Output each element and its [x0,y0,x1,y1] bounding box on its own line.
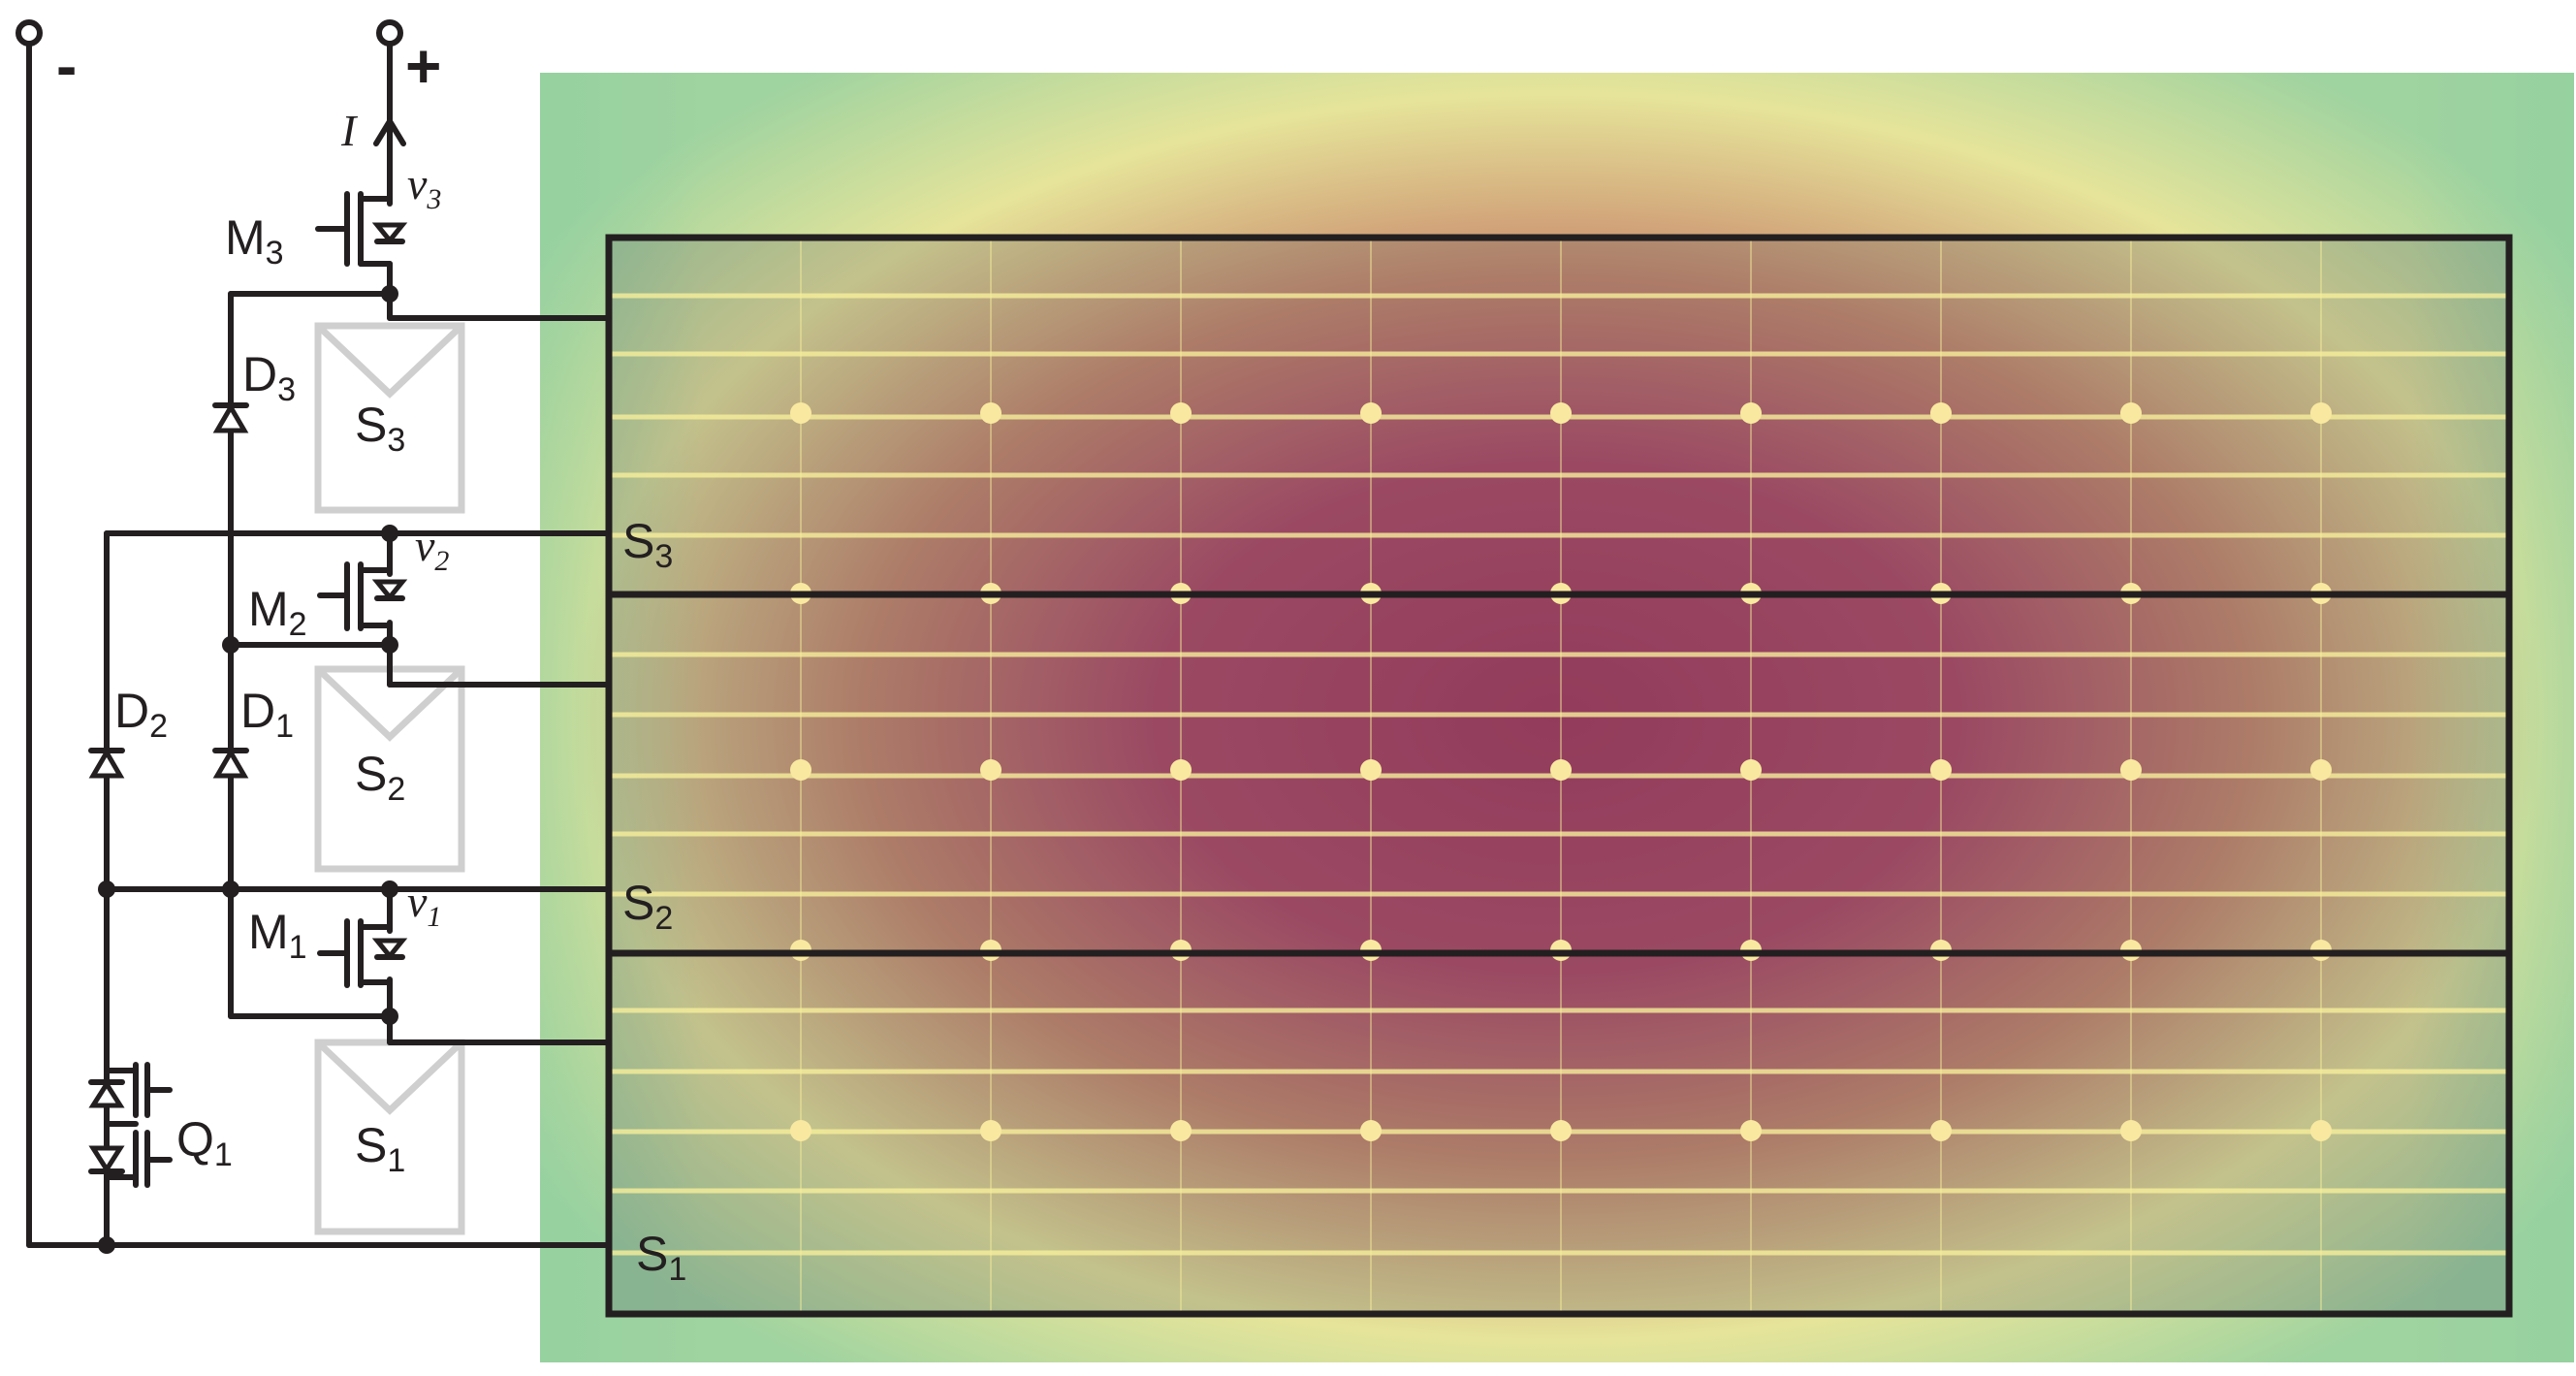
solder-point [1930,1120,1952,1141]
minus-label: - [56,31,77,101]
mosfet-m2 [317,561,408,631]
wiring [26,38,612,1248]
solder-point [790,1120,811,1141]
mosfet-m1-label: M1 [248,905,307,966]
node-v2-label: v2 [415,521,449,577]
thermal-panel [540,73,2574,1362]
solder-point [1360,759,1382,781]
mosfet-m3 [315,191,408,267]
thermal-edge-shading [540,73,2574,1362]
switch-q1-label: Q1 [176,1112,233,1173]
diode-d2-label: D2 [114,684,168,745]
cell-s3-label: S3 [355,398,405,459]
solder-point [1360,402,1382,424]
solder-point [1550,402,1572,424]
solder-point [1550,1120,1572,1141]
cell-s2-label: S2 [355,747,405,808]
cell-s3-symbol [314,322,465,514]
solder-point [1550,759,1572,781]
module-outline [605,234,2513,1318]
solder-point [980,759,1002,781]
section-s3-label: S3 [622,514,673,575]
solder-point [1930,402,1952,424]
solder-point [980,402,1002,424]
node-v1-label: v1 [407,877,441,933]
current-arrow-icon [373,118,406,146]
section-s1-label: S1 [636,1227,686,1288]
junction-dots [98,285,398,1254]
solder-point [1170,759,1192,781]
busbar-lines [609,293,2509,1256]
solder-point [2310,1120,2332,1141]
mosfet-m2-label: M2 [248,582,307,643]
solder-point [790,759,811,781]
solder-point [2120,759,2142,781]
diode-d2-icon [88,748,125,779]
solder-point [2120,1120,2142,1141]
section-s2-label: S2 [622,876,673,937]
solder-point [1170,402,1192,424]
solder-point [2120,402,2142,424]
current-label: I [340,106,359,155]
plus-label: + [405,31,441,101]
cell-s1-symbol [314,1039,465,1235]
solder-point [1930,759,1952,781]
switch-q1 [88,1062,173,1188]
mosfet-m3-label: M3 [225,210,284,272]
cell-s2-symbol [314,665,465,873]
plus-terminal [376,19,403,47]
diode-d1-icon [212,748,249,779]
mosfet-m1 [317,918,408,988]
diode-d1-label: D1 [240,684,294,745]
diode-d3-icon [212,402,249,433]
solder-point [790,402,811,424]
solder-point [1740,402,1762,424]
solder-point [980,1120,1002,1141]
node-v3-label: v3 [407,159,441,215]
solder-point [2310,402,2332,424]
solder-points [790,402,2332,1141]
solder-point [1360,1120,1382,1141]
solder-point [1170,1120,1192,1141]
minus-terminal [16,19,43,47]
solder-point [1740,759,1762,781]
solder-point [1740,1120,1762,1141]
diode-d3-label: D3 [242,347,296,408]
cell-s1-label: S1 [355,1118,405,1179]
solder-point [2310,759,2332,781]
